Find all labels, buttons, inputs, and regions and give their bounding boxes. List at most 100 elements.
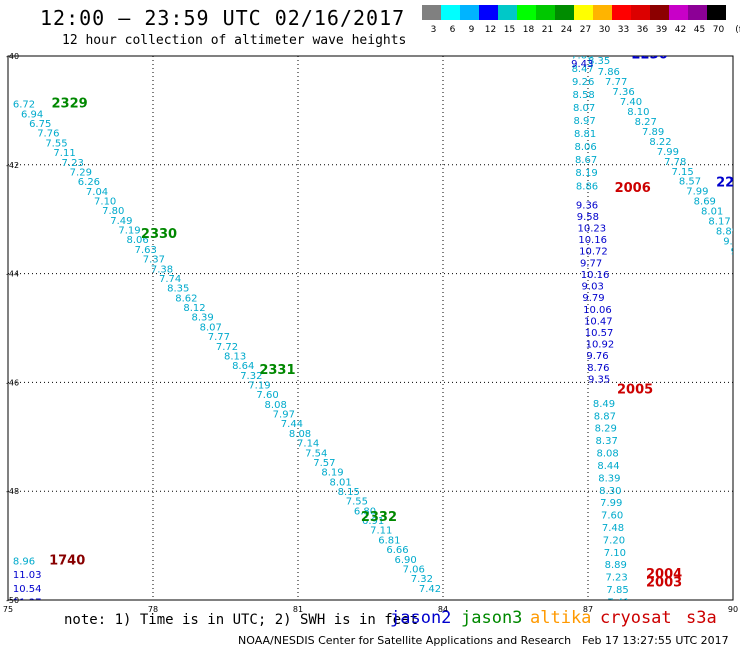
time-label: 2236 [716, 176, 740, 191]
wave-height-value: 6.80 [354, 506, 376, 517]
time-label: 2236 [632, 48, 668, 63]
legend-s3a: s3a [686, 608, 717, 628]
scale-swatch [669, 5, 688, 20]
x-tick-label: 75 [3, 605, 13, 614]
wave-height-value: 8.07 [200, 322, 222, 333]
x-tick-label: 78 [148, 605, 158, 614]
wave-height-value: 7.38 [151, 264, 173, 275]
wave-height-value: 7.54 [305, 448, 327, 459]
scale-swatch [498, 5, 517, 20]
wave-height-value: 8.47 [572, 64, 594, 75]
wave-height-value: 7.57 [313, 458, 335, 469]
time-label: 2004 [646, 567, 682, 582]
scale-label: 36 [637, 25, 649, 35]
wave-height-value: 7.15 [672, 167, 694, 178]
wave-height-value: 7.86 [598, 67, 620, 78]
wave-height-value: 9.58 [577, 212, 599, 223]
wave-height-value: 8.29 [595, 424, 617, 435]
wave-height-value: 6.94 [21, 109, 43, 120]
y-tick-label: -42 [6, 161, 19, 170]
wave-height-value: 9.36 [576, 200, 598, 211]
wave-height-value: 7.55 [45, 138, 67, 149]
wave-height-value: 9.35 [588, 374, 610, 385]
wave-height-value: 8.49 [593, 399, 615, 410]
wave-height-value: 7.29 [70, 167, 92, 178]
scale-swatch [441, 5, 460, 20]
wave-height-value: 9.43 [571, 59, 593, 70]
wave-height-value: 7.99 [600, 498, 622, 509]
wave-height-value: 6.72 [13, 100, 35, 111]
wave-height-value: 7.77 [605, 77, 627, 88]
y-tick-label: -48 [6, 487, 19, 496]
x-tick-label: 81 [293, 605, 303, 614]
wave-height-value: 7.42 [419, 584, 441, 595]
wave-height-value: 7.32 [411, 574, 433, 585]
wave-height-value: 9.88 [731, 247, 740, 258]
y-tick-label: -44 [6, 270, 19, 279]
wave-height-value: 8.58 [573, 90, 595, 101]
wave-height-value: 11.03 [13, 570, 42, 581]
time-label: 2006 [615, 181, 651, 196]
wave-height-value: 8.89 [716, 227, 738, 238]
y-tick-label: -46 [6, 378, 19, 387]
scale-label: 70 [713, 25, 725, 35]
wave-height-value: 6.90 [394, 555, 416, 566]
wave-height-value: 7.04 [86, 187, 108, 198]
time-label: 2330 [141, 227, 177, 242]
wave-height-value: 8.07 [573, 103, 595, 114]
footer-credit: NOAA/NESDIS Center for Satellite Applica… [238, 634, 572, 647]
wave-height-value: 9.77 [580, 258, 602, 269]
time-label: 2005 [617, 382, 653, 397]
wave-height-value: 8.08 [289, 429, 311, 440]
wave-height-value: 7.37 [143, 255, 165, 266]
wave-height-value: 7.11 [370, 526, 392, 537]
scale-unit: (ft) [735, 25, 740, 35]
wave-height-value: 7.11 [53, 148, 75, 159]
wave-height-value: 7.06 [403, 564, 425, 575]
time-label: 2329 [52, 97, 88, 112]
wave-height-value: 8.30 [599, 486, 621, 497]
page-subtitle: 12 hour collection of altimeter wave hei… [62, 33, 407, 48]
wave-height-value: 7.23 [62, 158, 84, 169]
scale-swatch [517, 5, 536, 20]
wave-height-value: 10.23 [578, 224, 607, 235]
scale-label: 3 [431, 25, 437, 35]
scale-swatch [612, 5, 631, 20]
wave-height-value: 7.40 [620, 97, 642, 108]
legend-jason3: jason3 [461, 608, 523, 628]
wave-height-value: 7.77 [208, 332, 230, 343]
time-label: 1740 [49, 554, 85, 569]
y-tick-label: -40 [6, 52, 19, 61]
scale-swatch [593, 5, 612, 20]
data-layer: 6.726.946.757.767.557.117.237.296.267.04… [13, 48, 740, 600]
wave-height-value: 8.17 [708, 217, 730, 228]
scale-swatch [536, 5, 555, 20]
wave-height-value: 8.12 [183, 303, 205, 314]
x-tick-label: 84 [438, 605, 448, 614]
wave-height-value: 10.57 [585, 328, 614, 339]
footer-timestamp: Feb 17 13:27:55 UTC 2017 [582, 634, 729, 647]
wave-height-value: 8.35 [588, 56, 610, 67]
wave-height-value: 7.49 [110, 216, 132, 227]
wave-height-value: 7.48 [602, 523, 624, 534]
scale-swatch [707, 5, 726, 20]
wave-height-value: 7.20 [603, 535, 625, 546]
wave-height-value: 8.06 [127, 235, 149, 246]
wave-height-value: 9.40 [723, 237, 740, 248]
wave-height-value: 8.87 [594, 411, 616, 422]
scale-swatch [479, 5, 498, 20]
wave-height-value: 8.57 [679, 177, 701, 188]
wave-height-value: 7.60 [256, 390, 278, 401]
wave-height-value: 8.67 [575, 155, 597, 166]
wave-height-value: 7.99 [686, 187, 708, 198]
scale-label: 45 [694, 25, 705, 35]
wave-height-value: 8.39 [191, 313, 213, 324]
wave-height-value: 10.54 [13, 584, 42, 595]
wave-height-value: 7.19 [248, 380, 270, 391]
x-tick-label: 90 [728, 605, 738, 614]
wave-height-value: 10.47 [584, 316, 613, 327]
scale-label: 12 [485, 25, 496, 35]
plot-frame [7, 55, 734, 601]
legend-cryosat: cryosat [600, 608, 672, 628]
